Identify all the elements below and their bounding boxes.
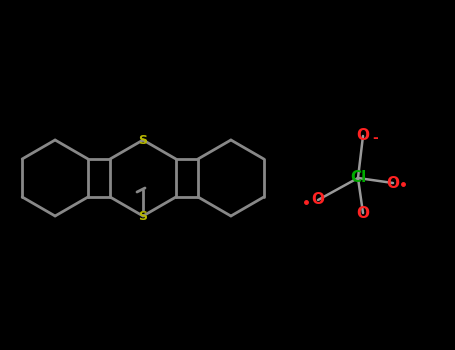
Text: O: O xyxy=(312,193,324,208)
Text: S: S xyxy=(138,133,147,147)
Text: O: O xyxy=(386,175,399,190)
Text: Cl: Cl xyxy=(350,170,366,186)
Text: O: O xyxy=(357,128,369,143)
Text: -: - xyxy=(372,131,378,145)
Text: O: O xyxy=(357,205,369,220)
Text: S: S xyxy=(138,210,147,223)
